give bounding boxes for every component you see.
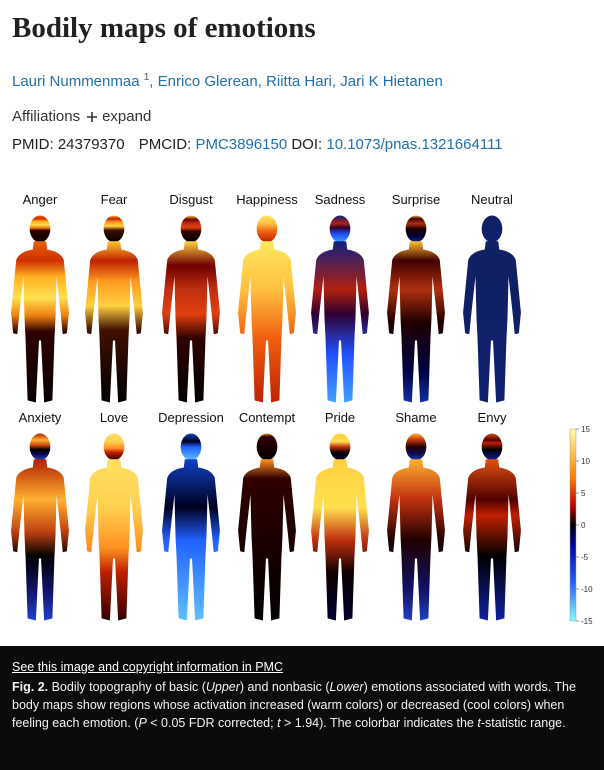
emotion-label: Contempt	[239, 410, 296, 425]
emotion-label: Shame	[395, 410, 436, 425]
pmcid-label: PMCID:	[138, 136, 192, 153]
figure-label: Fig. 2.	[12, 680, 49, 694]
emotion-label: Neutral	[471, 192, 513, 207]
author-link[interactable]: Enrico Glerean	[157, 73, 258, 90]
body-map	[238, 433, 296, 621]
affiliations-label: Affiliations	[12, 108, 81, 125]
pmcid-link[interactable]: PMC3896150	[195, 136, 288, 153]
caption-segment: ) and nonbasic (	[239, 680, 330, 694]
emotion-label: Happiness	[236, 192, 298, 207]
colorbar-tick-label: 0	[581, 521, 586, 530]
colorbar-tick-label: -10	[581, 585, 593, 594]
emotion-label: Surprise	[392, 192, 440, 207]
body-map	[85, 433, 143, 621]
pmid-label: PMID:	[12, 136, 54, 153]
body-map	[85, 215, 143, 403]
caption-segment: -statistic range.	[480, 716, 566, 730]
article-title: Bodily maps of emotions	[12, 12, 316, 44]
expand-button[interactable]: expand	[86, 108, 151, 125]
author-link[interactable]: Riitta Hari	[266, 73, 332, 90]
emotion-label: Love	[100, 410, 128, 425]
colorbar-tick-label: -5	[581, 553, 589, 562]
caption-segment: < 0.05 FDR corrected;	[146, 716, 278, 730]
caption-segment: Lower	[329, 680, 364, 694]
emotion-label: Anxiety	[19, 410, 62, 425]
emotion-label: Envy	[478, 410, 507, 425]
affiliation-ref[interactable]: 1	[143, 72, 150, 83]
author-link[interactable]: Jari K Hietanen	[340, 73, 443, 90]
body-map	[463, 433, 521, 621]
copyright-link[interactable]: See this image and copyright information…	[12, 660, 283, 674]
separator: ,	[331, 73, 337, 90]
colorbar-tick-label: 15	[581, 425, 590, 434]
emotion-label: Sadness	[315, 192, 366, 207]
expand-label: expand	[102, 108, 152, 125]
emotion-label: Disgust	[169, 192, 213, 207]
pmid: 24379370	[57, 136, 125, 153]
figure-caption: See this image and copyright information…	[0, 646, 604, 770]
separator: ,	[257, 73, 262, 90]
colorbar-tick-label: -15	[581, 617, 593, 626]
caption-segment: Upper	[205, 680, 240, 694]
caption-segment: Bodily topography of basic (	[48, 680, 206, 694]
affiliations-row: Affiliations expand	[12, 108, 151, 125]
body-map	[387, 215, 445, 403]
body-map	[11, 433, 69, 621]
caption-segment: > 1.94). The colorbar indicates the	[280, 716, 478, 730]
doi-link[interactable]: 10.1073/pnas.1321664111	[326, 136, 503, 153]
author-link[interactable]: Lauri Nummenmaa	[12, 73, 140, 90]
body-map	[162, 215, 220, 403]
emotion-label: Fear	[101, 192, 128, 207]
caption-text: Fig. 2. Bodily topography of basic (Uppe…	[12, 678, 592, 732]
identifiers: PMID: 24379370 PMCID: PMC3896150 DOI: 10…	[12, 136, 503, 153]
body-map	[463, 215, 521, 403]
body-map	[238, 215, 296, 403]
body-map	[162, 433, 220, 621]
emotion-label: Depression	[158, 410, 224, 425]
body-map	[11, 215, 69, 403]
body-map	[311, 433, 369, 621]
colorbar-tick-label: 10	[581, 457, 590, 466]
caption-segment: t	[277, 716, 281, 730]
caption-segment: t	[477, 716, 481, 730]
caption-segment: P	[138, 716, 147, 730]
emotion-label: Anger	[23, 192, 58, 207]
separator: ,	[149, 73, 154, 90]
colorbar	[569, 428, 577, 622]
body-map	[387, 433, 445, 621]
plus-icon	[87, 111, 98, 122]
caption-segment: ) emotions associated with words. The bo…	[12, 680, 576, 730]
figure: Anger Fear Disgust Happiness Sadness Surprise…	[11, 192, 593, 626]
colorbar-tick-label: 5	[581, 489, 586, 498]
body-map	[311, 215, 369, 403]
doi-label: DOI:	[291, 136, 323, 153]
emotion-label: Pride	[325, 410, 355, 425]
author-list: Lauri Nummenmaa 1, Enrico Glerean, Riitt…	[12, 72, 443, 90]
